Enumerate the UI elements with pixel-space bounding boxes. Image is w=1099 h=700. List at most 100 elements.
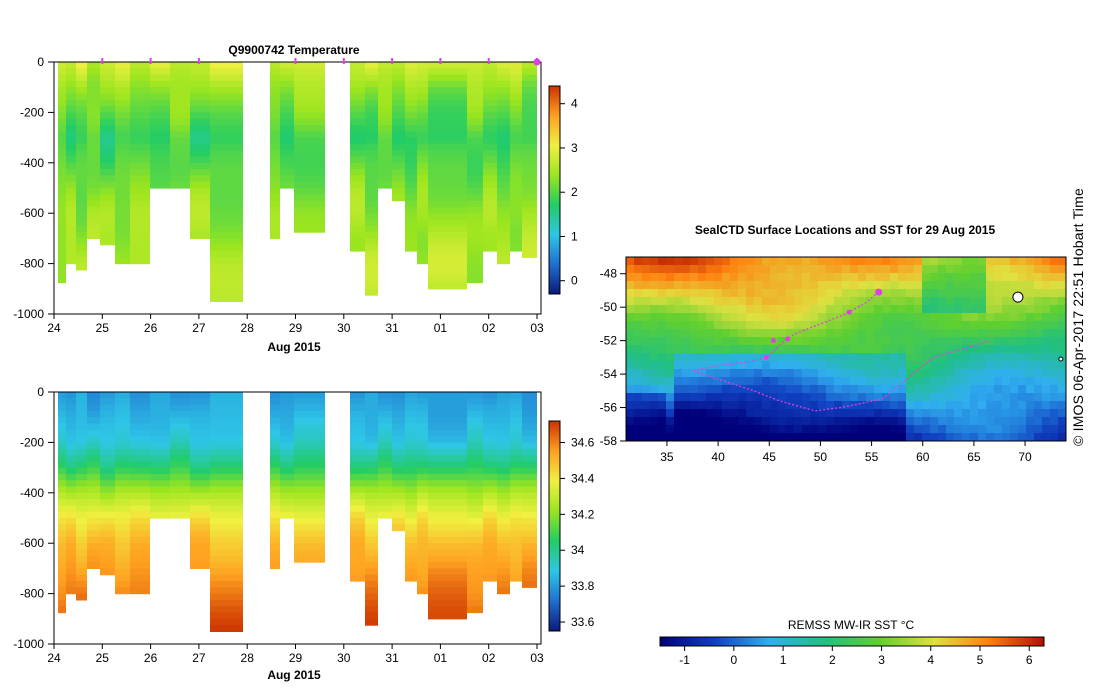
y-tick-label: -400 — [20, 486, 44, 500]
sst-cell — [698, 305, 707, 314]
sst-cell — [914, 313, 923, 322]
section-cell — [76, 568, 87, 576]
section-cell — [417, 581, 428, 588]
sst-cell — [1002, 305, 1011, 314]
sst-cell — [730, 361, 739, 370]
section-cell — [405, 150, 417, 158]
sst-cell — [762, 433, 771, 442]
sst-cell — [906, 353, 915, 362]
sst-cell — [978, 425, 987, 434]
sst-cell — [666, 321, 675, 330]
section-cell — [210, 137, 243, 145]
sst-cell — [1042, 385, 1051, 394]
section-cell — [378, 455, 392, 462]
sst-colorbar-label: REMSS MW-IR SST °C — [788, 618, 915, 632]
section-cell — [365, 263, 378, 271]
seal-track — [689, 288, 1064, 412]
section-cell — [467, 106, 483, 113]
sst-cell — [1050, 425, 1059, 434]
section-cell — [350, 213, 365, 221]
sst-cell — [666, 361, 675, 370]
colorbar-tick-label: 1 — [571, 229, 578, 243]
section-cell — [497, 251, 510, 258]
sst-cell — [1034, 289, 1043, 298]
section-cell — [210, 156, 243, 164]
sst-cell — [642, 425, 651, 434]
section-cell — [522, 213, 537, 221]
sst-cell — [690, 353, 699, 362]
section-cell — [294, 423, 325, 431]
section-cell — [392, 87, 405, 95]
sst-cell — [906, 289, 915, 298]
sst-cell — [858, 345, 867, 354]
section-cell — [100, 169, 115, 176]
sst-cell — [810, 313, 819, 322]
section-cell — [365, 555, 378, 563]
sst-cell — [666, 401, 675, 410]
section-cell — [378, 505, 392, 513]
sst-cell — [634, 425, 643, 434]
sst-cell — [986, 281, 995, 290]
sst-cell — [842, 377, 851, 386]
section-cell — [428, 225, 467, 233]
section-cell — [100, 492, 115, 500]
sst-cell — [650, 273, 659, 282]
section-cell — [130, 410, 150, 418]
sst-cell — [946, 377, 955, 386]
sst-cell — [1034, 265, 1043, 274]
sst-cell — [658, 417, 667, 426]
section-cell — [483, 518, 497, 525]
section-cell — [405, 461, 417, 469]
section-cell — [115, 225, 130, 233]
sst-cell — [850, 321, 859, 330]
section-cell — [522, 404, 537, 412]
sst-cell — [650, 369, 659, 378]
section-cell — [294, 181, 325, 189]
sst-cell — [786, 361, 795, 370]
section-cell — [170, 112, 190, 120]
sst-cell — [890, 305, 899, 314]
section-cell — [58, 442, 66, 450]
sst-cell — [834, 393, 843, 402]
sst-cell — [962, 313, 971, 322]
sst-cell — [850, 337, 859, 346]
section-cell — [417, 467, 428, 475]
section-cell — [115, 511, 130, 519]
section-cell — [280, 417, 294, 425]
sst-cell — [938, 329, 947, 338]
section-cell — [417, 150, 428, 158]
section-cell — [428, 429, 467, 437]
section-cell — [522, 518, 537, 525]
section-cell — [365, 404, 378, 412]
section-cell — [210, 587, 243, 595]
section-cell — [510, 143, 522, 151]
sst-cell — [906, 433, 915, 442]
section-cell — [522, 581, 537, 588]
sst-cell — [634, 329, 643, 338]
section-cell — [392, 93, 405, 101]
section-cell — [522, 568, 537, 576]
sst-cell — [1050, 297, 1059, 306]
section-cell — [522, 175, 537, 183]
sst-cell — [674, 281, 683, 290]
section-cell — [405, 206, 417, 214]
section-cell — [210, 524, 243, 532]
section-cell — [66, 225, 76, 233]
sst-cell — [962, 385, 971, 394]
section-cell — [365, 599, 378, 607]
sst-cell — [786, 281, 795, 290]
section-cell — [190, 398, 210, 406]
section-cell — [467, 206, 483, 214]
sst-cell — [770, 401, 779, 410]
section-cell — [87, 74, 100, 82]
sst-cell — [682, 377, 691, 386]
section-cell — [350, 505, 365, 513]
sst-cell — [698, 273, 707, 282]
sst-cell — [1042, 369, 1051, 378]
section-cell — [76, 181, 87, 189]
section-cell — [392, 410, 405, 418]
sst-cell — [914, 409, 923, 418]
section-cell — [365, 112, 378, 120]
section-cell — [392, 137, 405, 145]
section-cell — [150, 106, 170, 113]
